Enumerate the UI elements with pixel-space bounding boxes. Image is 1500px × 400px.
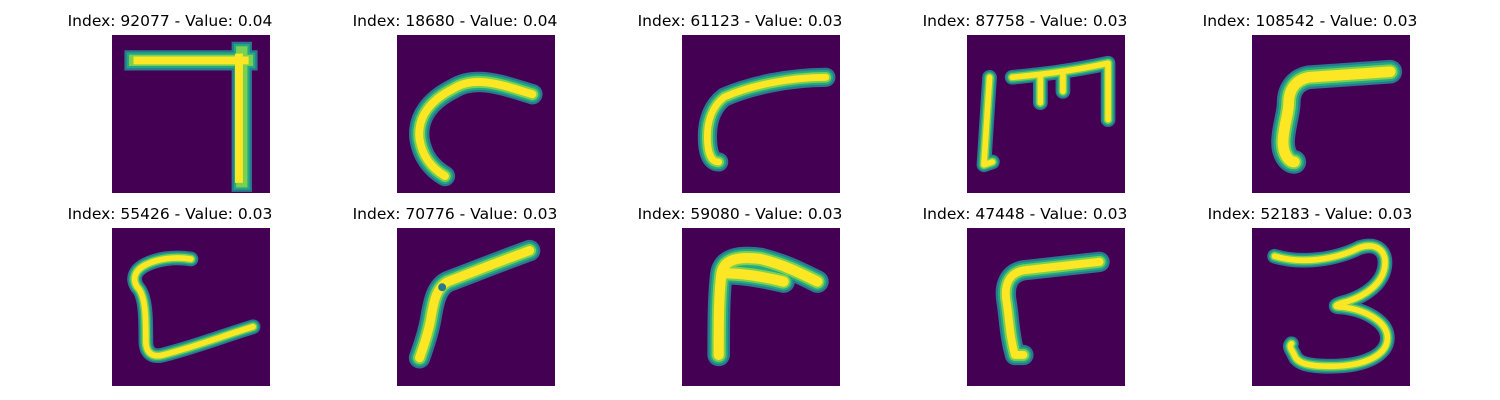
panel-title: Index: 47448 - Value: 0.03 <box>922 205 1128 223</box>
digit-image <box>112 35 270 193</box>
grid-panel: Index: 59080 - Value: 0.03 <box>620 203 860 386</box>
digit-image <box>967 35 1125 193</box>
digit-image <box>397 228 555 386</box>
grid-panel: Index: 70776 - Value: 0.03 <box>335 203 575 386</box>
panel-title: Index: 108542 - Value: 0.03 <box>1202 12 1418 30</box>
digit-image <box>397 35 555 193</box>
digit-image <box>967 228 1125 386</box>
digit-strokes <box>112 228 270 386</box>
panel-title: Index: 52183 - Value: 0.03 <box>1207 205 1413 223</box>
digit-strokes <box>967 228 1125 386</box>
grid-panel: Index: 92077 - Value: 0.04 <box>50 10 290 193</box>
grid-panel: Index: 52183 - Value: 0.03 <box>1190 203 1430 386</box>
digit-strokes <box>1252 35 1410 193</box>
grid-panel: Index: 18680 - Value: 0.04 <box>335 10 575 193</box>
digit-strokes <box>682 35 840 193</box>
panel-title: Index: 61123 - Value: 0.03 <box>637 12 843 30</box>
grid-panel: Index: 87758 - Value: 0.03 <box>905 10 1145 193</box>
digit-image <box>682 35 840 193</box>
panel-title: Index: 59080 - Value: 0.03 <box>637 205 843 223</box>
grid-panel: Index: 55426 - Value: 0.03 <box>50 203 290 386</box>
digit-image <box>1252 228 1410 386</box>
panel-title: Index: 18680 - Value: 0.04 <box>352 12 558 30</box>
digit-strokes <box>1252 228 1410 386</box>
digit-strokes <box>397 228 555 386</box>
digit-strokes <box>112 35 270 193</box>
digit-strokes <box>967 35 1125 193</box>
digit-image <box>1252 35 1410 193</box>
digit-image <box>112 228 270 386</box>
digit-strokes <box>682 228 840 386</box>
digit-strokes <box>397 35 555 193</box>
panel-title: Index: 55426 - Value: 0.03 <box>67 205 273 223</box>
panel-title: Index: 92077 - Value: 0.04 <box>67 12 273 30</box>
grid-panel: Index: 108542 - Value: 0.03 <box>1190 10 1430 193</box>
grid-panel: Index: 47448 - Value: 0.03 <box>905 203 1145 386</box>
panel-title: Index: 87758 - Value: 0.03 <box>922 12 1128 30</box>
panel-title: Index: 70776 - Value: 0.03 <box>352 205 558 223</box>
digit-image <box>682 228 840 386</box>
grid-panel: Index: 61123 - Value: 0.03 <box>620 10 860 193</box>
